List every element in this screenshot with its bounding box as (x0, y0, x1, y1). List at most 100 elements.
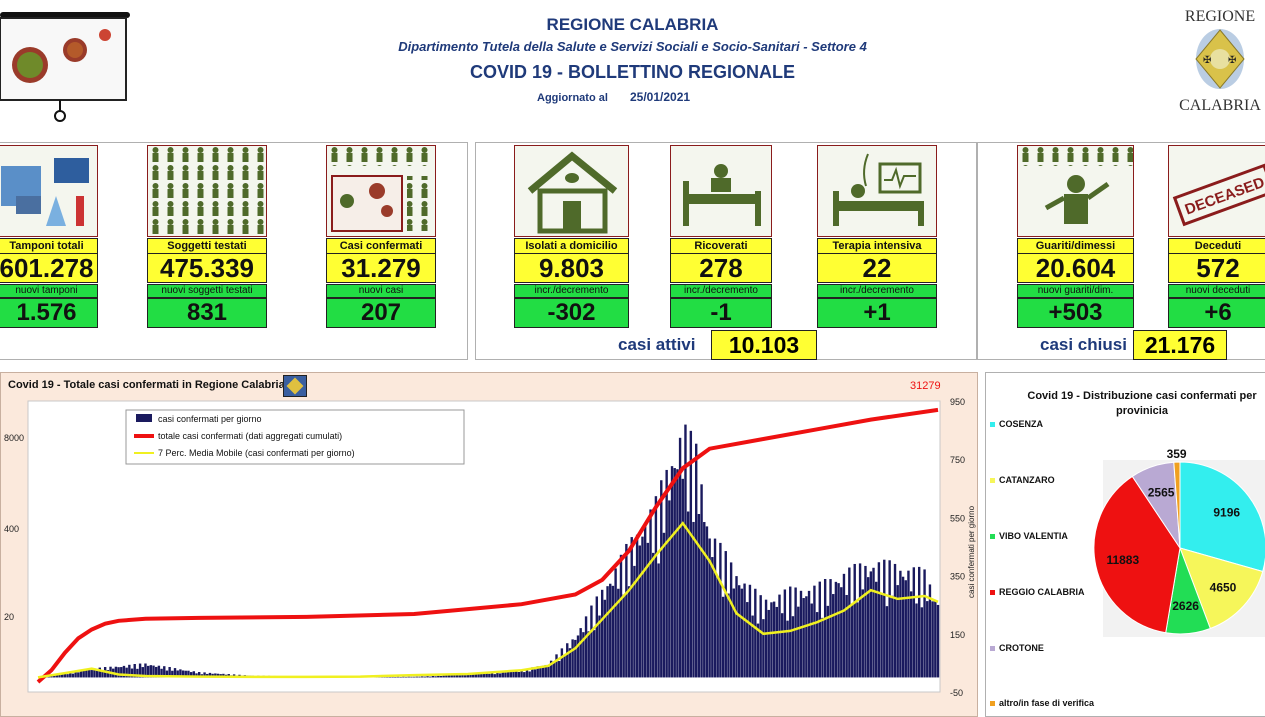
daily-bar (625, 543, 628, 678)
daily-bar (721, 596, 725, 678)
daily-bar (893, 563, 897, 678)
daily-bar (727, 593, 730, 678)
daily-bar (783, 589, 787, 678)
daily-bar (461, 674, 464, 678)
trend-chart: 950 750 550 350 150 -50 8000 400 20 casi conferma… (4, 398, 976, 698)
pie-legend-label: CATANZARO (999, 475, 1055, 485)
deceased-stamp-icon: DECEASED (1168, 145, 1265, 237)
daily-bar (533, 669, 537, 678)
daily-bar (660, 480, 663, 678)
daily-bar (101, 671, 104, 678)
daily-bar (82, 671, 85, 678)
stat-subvalue-casi: 207 (326, 298, 436, 328)
daily-bar (515, 670, 518, 678)
daily-bar (848, 567, 851, 678)
daily-bar (627, 586, 631, 678)
right-tick-label: 350 (950, 572, 965, 582)
daily-bar (396, 676, 400, 678)
daily-bar (834, 581, 838, 678)
daily-bar (165, 670, 169, 678)
daily-bar (501, 671, 504, 678)
daily-bar (891, 595, 894, 678)
right-axis-label: casi confermati per giorno (967, 505, 976, 598)
stat-subvalue-terapia: +1 (817, 298, 937, 328)
daily-bar (87, 669, 91, 678)
daily-bar (90, 670, 93, 678)
daily-bar (571, 639, 574, 678)
stat-sublabel-casi: nuovi casi (326, 284, 436, 298)
daily-bar (928, 584, 932, 678)
daily-bar (767, 609, 770, 678)
daily-bar (474, 673, 478, 678)
daily-bar (144, 663, 147, 678)
daily-bar (917, 566, 921, 678)
daily-bar (732, 588, 736, 678)
active-cases-label: casi attivi (618, 335, 696, 354)
people-grid-icon (147, 145, 267, 237)
daily-bar (899, 570, 902, 678)
daily-bar (875, 581, 878, 678)
logo-top-text: REGIONE (1184, 8, 1256, 25)
daily-bar (923, 569, 926, 678)
daily-bar (635, 534, 639, 678)
daily-bar (813, 585, 816, 678)
stat-label-isolati: Isolati a domicilio (514, 238, 629, 254)
daily-bar (549, 660, 553, 678)
bulletin-title: COVID 19 - BOLLETTINO REGIONALE (469, 62, 796, 82)
daily-bar (880, 593, 883, 678)
daily-bar (673, 468, 676, 678)
pie-legend-swatch (990, 590, 995, 595)
daily-bar (163, 666, 166, 678)
legend-label: 7 Perc. Media Mobile (casi confermati pe… (158, 448, 355, 458)
daily-bar (176, 670, 179, 678)
daily-bar (498, 673, 502, 678)
daily-bar (63, 672, 67, 678)
daily-bar (845, 594, 848, 678)
daily-bar (69, 671, 72, 678)
pie-data-label: 2565 (1148, 486, 1175, 500)
stats-panel-tests (0, 142, 468, 360)
daily-bar (643, 526, 647, 678)
daily-bar (541, 665, 545, 678)
daily-bar (203, 672, 206, 678)
daily-bar (595, 596, 599, 678)
daily-bar (775, 606, 779, 678)
legend-label: casi confermati per giorno (158, 414, 262, 424)
daily-bar (160, 668, 163, 678)
house-icon (514, 145, 629, 237)
daily-bar (445, 675, 448, 678)
daily-bar (759, 595, 762, 678)
daily-bar (609, 583, 612, 678)
stat-subvalue-ricoverati: -1 (670, 298, 772, 328)
daily-bar (493, 674, 496, 678)
daily-bar (584, 616, 588, 678)
recovered-person-icon (1017, 145, 1134, 237)
daily-bar (786, 620, 789, 678)
daily-bar (912, 567, 916, 678)
daily-bar (544, 664, 547, 678)
daily-bar (557, 661, 561, 678)
coat-of-arms-icon: ✠ ✠ (1195, 29, 1245, 89)
daily-bar (120, 667, 123, 678)
daily-bar (678, 437, 682, 678)
daily-bar (528, 671, 531, 678)
daily-bar (415, 676, 419, 678)
daily-bar (539, 667, 542, 678)
stat-subvalue-isolati: -302 (514, 298, 629, 328)
daily-bar (818, 581, 821, 678)
pie-legend-label: CROTONE (999, 643, 1044, 653)
lab-equipment-icon (0, 145, 98, 237)
daily-bar (66, 674, 69, 678)
daily-bar (915, 603, 918, 678)
daily-bar (71, 673, 75, 678)
daily-bar (141, 667, 144, 678)
stat-label-tamponi: Tamponi totali (0, 238, 98, 254)
pie-legend-label: COSENZA (999, 419, 1044, 429)
pie-data-label: 359 (1167, 447, 1187, 461)
pie-legend-swatch (990, 646, 995, 651)
closed-cases-label: casi chiusi (1040, 335, 1127, 354)
daily-bar (829, 579, 832, 678)
daily-bar (181, 670, 185, 678)
daily-bar (192, 671, 196, 678)
stat-label-terapia: Terapia intensiva (817, 238, 937, 254)
